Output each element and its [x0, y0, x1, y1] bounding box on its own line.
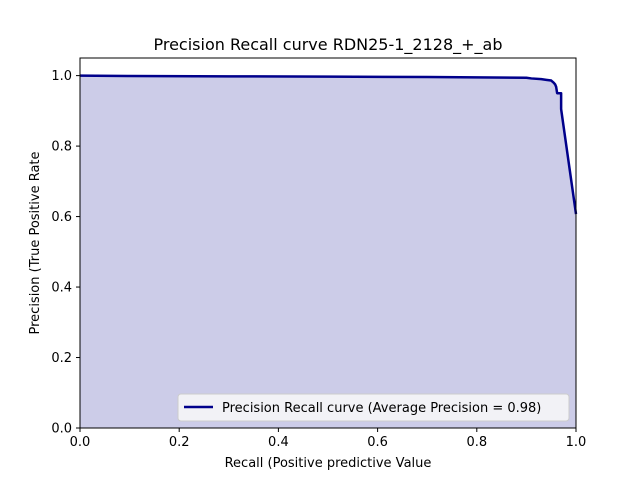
y-axis-label: Precision (True Positive Rate	[28, 151, 43, 334]
x-tick-label: 0.2	[169, 435, 190, 450]
legend: Precision Recall curve (Average Precisio…	[177, 393, 570, 422]
y-tick-label: 0.4	[51, 281, 72, 296]
chart-title: Precision Recall curve RDN25-1_2128_+_ab	[153, 35, 502, 55]
y-tick-label: 0.2	[51, 351, 72, 366]
x-tick-label: 1.0	[566, 435, 587, 450]
y-axis: 0.0 0.2 0.4 0.6 0.8 1.0	[51, 69, 80, 437]
plot-frame	[79, 57, 577, 429]
plot-area	[79, 57, 578, 429]
y-tick-label: 0.6	[51, 210, 72, 225]
y-tick-label: 1.0	[51, 69, 72, 84]
legend-label: Precision Recall curve (Average Precisio…	[222, 401, 541, 416]
area-under-curve	[80, 75, 576, 429]
y-tick-label: 0.8	[51, 140, 72, 155]
x-tick-label: 0.4	[268, 435, 289, 450]
x-tick-label: 0.6	[367, 435, 388, 450]
x-axis-label: Recall (Positive predictive Value	[225, 456, 432, 471]
series-line	[79, 74, 578, 215]
legend-box	[177, 393, 570, 422]
x-tick-label: 0.0	[70, 435, 91, 450]
x-axis: 0.0 0.2 0.4 0.6 0.8 1.0	[70, 428, 587, 450]
x-tick-label: 0.8	[466, 435, 487, 450]
y-tick-label: 0.0	[51, 422, 72, 437]
